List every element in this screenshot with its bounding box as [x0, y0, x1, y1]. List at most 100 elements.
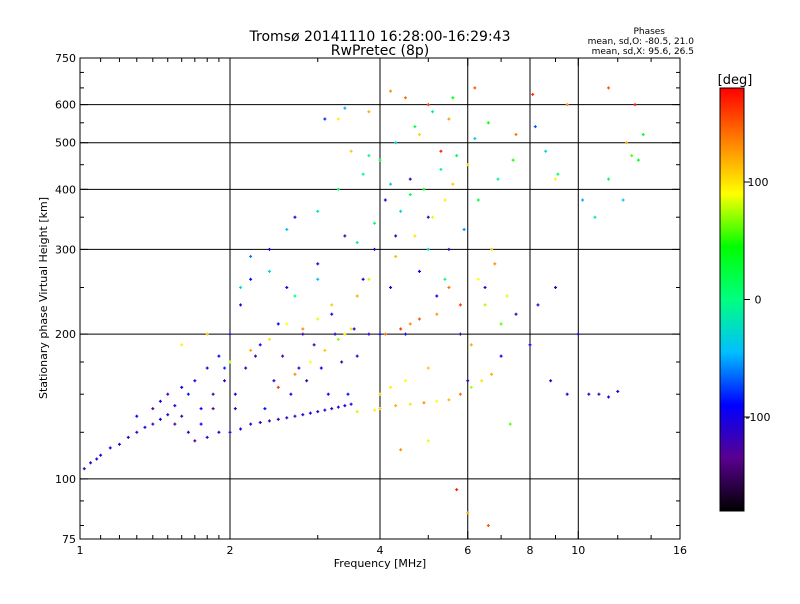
data-point [531, 92, 535, 96]
data-point [641, 133, 645, 137]
data-point [458, 332, 462, 336]
data-point [443, 277, 447, 281]
data-point [469, 343, 473, 347]
data-point [394, 404, 398, 408]
data-point [223, 379, 227, 383]
data-point [565, 103, 569, 107]
data-point [496, 177, 500, 181]
data-point [493, 262, 497, 266]
data-point [473, 137, 477, 141]
data-point [336, 405, 340, 409]
data-point [389, 285, 393, 289]
data-point [417, 269, 421, 273]
data-point [556, 172, 560, 176]
data-point [211, 407, 215, 411]
data-point [285, 227, 289, 231]
data-point [581, 198, 585, 202]
data-point [443, 198, 447, 202]
data-point [217, 354, 221, 358]
data-point [399, 209, 403, 213]
data-point [361, 277, 365, 281]
data-point [633, 103, 637, 107]
y-tick-label: 75 [62, 533, 76, 546]
data-point [378, 332, 382, 336]
data-point [383, 332, 387, 336]
plot-area: 1 2 4 6 8 10 16 75 100 200 300 400 500 600 750 [55, 52, 687, 557]
data-point [408, 193, 412, 197]
data-point [455, 488, 459, 492]
data-point [143, 425, 147, 429]
x-tick-label: 6 [464, 544, 471, 557]
data-point [352, 327, 356, 331]
data-point [451, 182, 455, 186]
data-point [373, 247, 377, 251]
data-point [514, 312, 518, 316]
data-point [439, 167, 443, 171]
data-point [186, 392, 190, 396]
data-point [330, 312, 334, 316]
data-point [480, 379, 484, 383]
data-point [316, 209, 320, 213]
colorbar-tick-label: -100 [746, 411, 771, 424]
data-point [323, 408, 327, 412]
data-point [355, 294, 359, 298]
stats-line-o: mean, sd,O: -80.5, 21.0 [588, 37, 695, 47]
y-tick-label: 400 [55, 183, 76, 196]
data-point [319, 366, 323, 370]
data-point [205, 435, 209, 439]
data-point [549, 379, 553, 383]
data-point [378, 392, 382, 396]
data-point [422, 401, 426, 405]
data-point [476, 198, 480, 202]
x-tick-label: 1 [77, 544, 84, 557]
x-tick-label: 8 [527, 544, 534, 557]
stats-header: Phases [633, 27, 665, 37]
data-point [426, 215, 430, 219]
data-point [263, 407, 267, 411]
data-point [422, 187, 426, 191]
data-point [293, 372, 297, 376]
data-point [267, 247, 271, 251]
data-point [349, 149, 353, 153]
data-point [544, 149, 548, 153]
data-point [293, 414, 297, 418]
data-point [435, 399, 439, 403]
data-point [349, 327, 353, 331]
data-point [367, 110, 371, 114]
data-point [413, 234, 417, 238]
x-tick-label: 4 [377, 544, 384, 557]
data-point [490, 247, 494, 251]
data-point [297, 366, 301, 370]
data-point [244, 366, 248, 370]
data-point [343, 106, 347, 110]
data-point [408, 322, 412, 326]
y-tick-label: 600 [55, 99, 76, 112]
data-point [399, 327, 403, 331]
data-point [447, 117, 451, 121]
data-point [389, 385, 393, 389]
data-point [447, 398, 451, 402]
data-point [211, 392, 215, 396]
data-point [330, 303, 334, 307]
data-point [426, 439, 430, 443]
data-point [621, 198, 625, 202]
data-point [166, 392, 170, 396]
colorbar-ticks: 100 0 -100 [744, 176, 770, 424]
x-axis-ticks: 1 2 4 6 8 10 16 [77, 58, 687, 557]
data-point [258, 420, 262, 424]
data-point [499, 322, 503, 326]
data-point [323, 117, 327, 121]
data-point [173, 422, 177, 426]
data-point [180, 385, 184, 389]
data-point [186, 430, 190, 434]
data-point [312, 343, 316, 347]
data-point [249, 348, 253, 352]
data-point [483, 303, 487, 307]
colorbar-label: [deg] [718, 73, 753, 88]
data-point [349, 402, 353, 406]
data-point [343, 404, 347, 408]
data-point [466, 379, 470, 383]
data-point [417, 133, 421, 137]
data-point [267, 337, 271, 341]
